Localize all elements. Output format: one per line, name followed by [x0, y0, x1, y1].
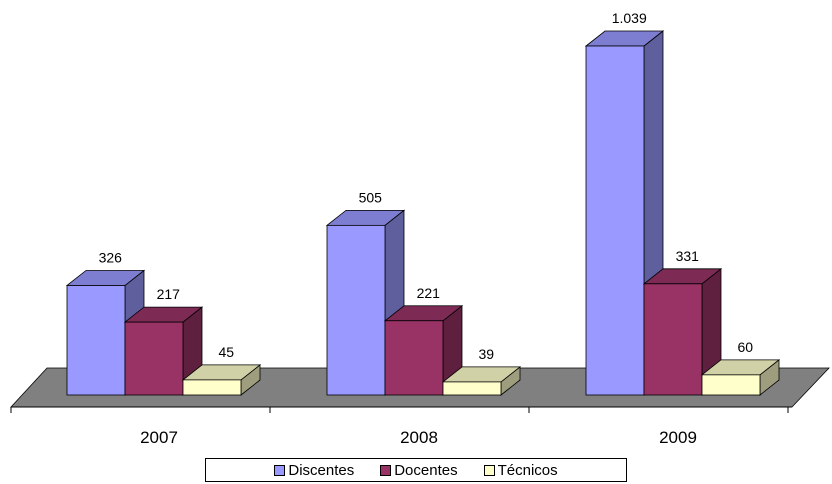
bar-front — [442, 381, 502, 396]
bar-front — [66, 285, 126, 396]
x-tick-label-2007: 2007 — [140, 428, 178, 447]
legend-item-docentes: Docentes — [380, 461, 458, 479]
x-tick-label-2009: 2009 — [659, 428, 697, 447]
bar-front — [643, 283, 703, 396]
bar-técnicos-2008 — [441, 366, 522, 396]
legend-label-tecnicos: Técnicos — [497, 461, 558, 479]
bar-front — [585, 45, 645, 396]
bar-front — [326, 224, 386, 396]
legend: Discentes Docentes Técnicos — [205, 458, 627, 482]
bar-docentes-2007 — [123, 306, 204, 396]
data-label: 221 — [417, 285, 441, 301]
bar-discentes-2008 — [325, 209, 406, 396]
x-axis — [10, 406, 792, 413]
bar-técnicos-2009 — [700, 359, 781, 396]
data-label: 45 — [218, 344, 234, 360]
legend-label-docentes: Docentes — [394, 461, 458, 479]
data-label: 326 — [99, 249, 123, 265]
bar-docentes-2009 — [642, 267, 723, 396]
bar-técnicos-2007 — [181, 364, 262, 396]
legend-swatch-tecnicos — [483, 464, 495, 476]
data-label: 505 — [359, 189, 383, 205]
bar-chart: 326 217 45 505 221 39 1.039 331 60 2007 2008 2009 — [10, 10, 830, 447]
x-tick-label-2008: 2008 — [400, 428, 438, 447]
data-labels: 326 217 45 505 221 39 1.039 331 60 — [99, 10, 754, 362]
category-labels: 2007 2008 2009 — [140, 428, 697, 447]
legend-label-discentes: Discentes — [288, 461, 355, 479]
data-label: 60 — [737, 339, 753, 355]
data-label: 331 — [676, 248, 700, 264]
legend-swatch-discentes — [274, 464, 286, 476]
bar-front — [182, 379, 242, 396]
bar-front — [384, 320, 444, 396]
legend-item-tecnicos: Técnicos — [483, 461, 558, 479]
legend-swatch-docentes — [380, 464, 392, 476]
data-label: 39 — [478, 346, 494, 362]
data-label: 1.039 — [612, 10, 647, 26]
bar-front — [701, 374, 761, 396]
bars — [65, 30, 781, 396]
bar-front — [124, 321, 184, 396]
legend-item-discentes: Discentes — [274, 462, 354, 479]
data-label: 217 — [157, 286, 181, 302]
